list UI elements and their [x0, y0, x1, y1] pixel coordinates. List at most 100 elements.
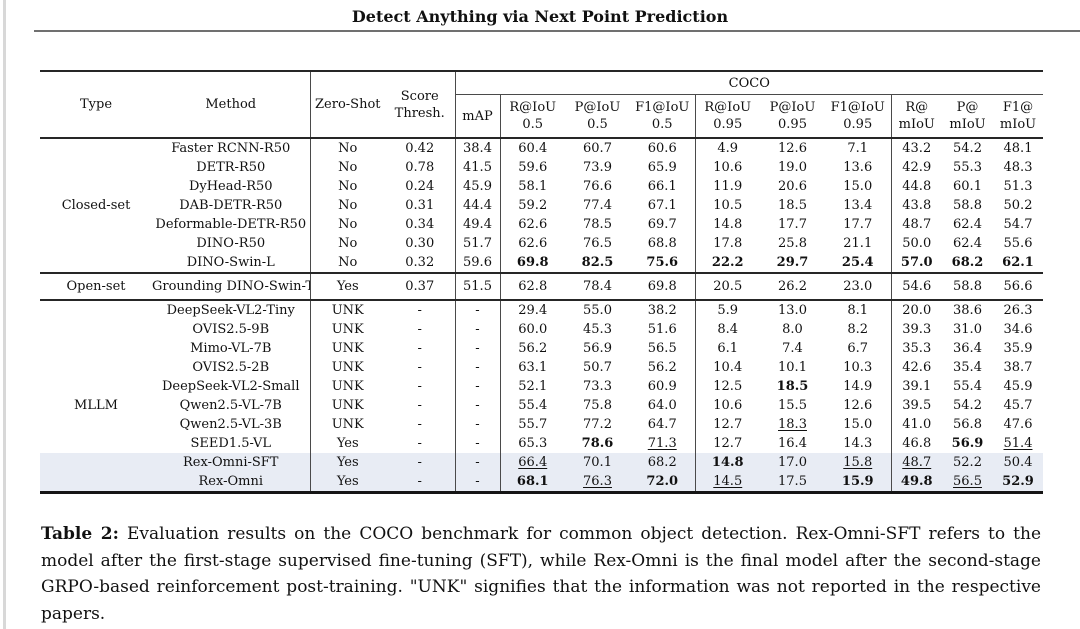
- score-thresh-cell: -: [385, 453, 455, 472]
- metric-cell: 54.2: [953, 398, 982, 413]
- metric-cell: 10.6: [694, 158, 760, 177]
- type-cell: [40, 339, 152, 358]
- map-cell: -: [454, 415, 500, 434]
- metric-cell: 15.5: [778, 398, 807, 413]
- map-cell: 44.4: [454, 196, 500, 215]
- score-thresh-cell: 0.24: [405, 179, 435, 194]
- caption-text: Evaluation results on the COCO benchmark…: [41, 524, 1042, 624]
- metric-cell: 50.0: [890, 234, 942, 253]
- map-cell: 38.4: [454, 138, 500, 158]
- metric-cell: 29.7: [776, 255, 809, 270]
- metric-cell: 66.4: [499, 453, 565, 472]
- table-row: DyHead-R50 No 0.24 45.9 58.1 76.6 66.1 11.9 20.6…: [40, 177, 1043, 196]
- method-cell: Qwen2.5-VL-7B: [179, 398, 282, 413]
- metric-cell: 71.3: [647, 436, 677, 451]
- method-cell: DeepSeek-VL2-Tiny: [152, 299, 310, 320]
- zero-shot-cell: No: [309, 138, 385, 158]
- method-cell: OVIS2.5-9B: [192, 322, 270, 337]
- method-cell: DINO-R50: [196, 236, 266, 251]
- zero-shot-cell: UNK: [309, 377, 385, 396]
- map-cell: 41.5: [454, 158, 500, 177]
- table-row: Qwen2.5-VL-3B UNK - -55.7 77.2 64.7 12.7 18.3 15…: [40, 415, 1043, 434]
- metric-cell: 7.4: [782, 341, 803, 356]
- results-table-wrap: Type Method Zero-Shot Score Thresh. COCO…: [40, 70, 1043, 494]
- metric-cell: 75.8: [583, 398, 612, 413]
- metric-cell: 56.5: [647, 341, 677, 356]
- metric-cell: 14.3: [843, 436, 873, 451]
- table-row: DINO-Swin-L No 0.32 59.6 69.8 82.5 75.6 22.2 29.…: [40, 253, 1043, 273]
- metric-cell: 43.2: [890, 138, 942, 158]
- metric-cell: 48.7: [890, 215, 942, 234]
- method-cell: Qwen2.5-VL-3B: [179, 417, 282, 432]
- metric-cell: 8.2: [847, 322, 869, 337]
- metric-cell: 44.8: [890, 177, 942, 196]
- method-cell: Deformable-DETR-R50: [155, 217, 307, 232]
- metric-cell: 55.6: [1003, 236, 1033, 251]
- header-metric-r-iou05: R@IoU 0.5: [499, 94, 565, 138]
- type-cell: [40, 472, 152, 493]
- metric-cell: 58.8: [942, 272, 993, 300]
- metric-cell: 62.4: [953, 236, 982, 251]
- metric-cell: 57.0: [890, 253, 942, 273]
- metric-cell: 56.8: [953, 417, 982, 432]
- method-cell: SEED1.5-VL: [190, 436, 271, 451]
- metric-cell: 14.5: [694, 472, 760, 493]
- metric-cell: 34.6: [1003, 322, 1033, 337]
- method-cell: Rex-Omni: [152, 472, 310, 493]
- type-cell: [40, 320, 152, 339]
- metric-cell: 73.3: [583, 379, 612, 394]
- metric-cell: 55.4: [499, 396, 565, 415]
- table-row: Rex-Omni-SFT Yes - -66.4 70.1 68.2 14.8 17.0 15.…: [40, 453, 1043, 472]
- metric-cell: 25.8: [778, 236, 807, 251]
- metric-cell: 12.6: [778, 141, 807, 156]
- table-row: DeepSeek-VL2-Small UNK - -52.1 73.3 60.9 12.5 1…: [40, 377, 1043, 396]
- metric-cell: 17.5: [760, 472, 825, 493]
- metric-cell: 67.1: [647, 198, 677, 213]
- type-cell: [40, 253, 152, 273]
- metric-cell: 10.3: [843, 360, 873, 375]
- metric-cell: 77.2: [583, 417, 612, 432]
- metric-cell: 13.0: [760, 299, 825, 320]
- metric-cell: 13.4: [843, 198, 873, 213]
- metric-cell: 46.8: [890, 434, 942, 453]
- metric-cell: 8.0: [782, 322, 803, 337]
- table-caption: Table 2: Evaluation results on the COCO …: [41, 521, 1041, 627]
- results-table: Type Method Zero-Shot Score Thresh. COCO…: [40, 70, 1043, 494]
- type-cell: [40, 453, 152, 472]
- running-title: Detect Anything via Next Point Predictio…: [351, 7, 729, 26]
- zero-shot-cell: No: [309, 234, 385, 253]
- metric-cell: 78.6: [581, 436, 614, 451]
- type-cell: [40, 234, 152, 253]
- header-metric-f1-iou05: F1@IoU 0.5: [635, 100, 690, 132]
- metric-cell: 75.6: [646, 255, 679, 270]
- metric-cell: 50.4: [993, 453, 1043, 472]
- header-type: Type: [79, 97, 113, 112]
- metric-cell: 13.6: [843, 160, 873, 175]
- map-cell: -: [454, 377, 500, 396]
- zero-shot-cell: No: [309, 158, 385, 177]
- metric-cell: 5.9: [694, 299, 760, 320]
- metric-cell: 8.4: [694, 320, 760, 339]
- metric-cell: 12.7: [694, 415, 760, 434]
- zero-shot-cell: UNK: [309, 320, 385, 339]
- metric-cell: 56.2: [499, 339, 565, 358]
- table-row: OVIS2.5-9B UNK - -60.0 45.3 51.6 8.4 8.0 8.2 39.3…: [40, 320, 1043, 339]
- method-cell: DAB-DETR-R50: [179, 198, 283, 213]
- metric-cell: 17.7: [778, 217, 807, 232]
- header-score-thresh: Score Thresh.: [394, 88, 445, 121]
- map-cell: -: [454, 472, 500, 493]
- score-thresh-cell: -: [417, 398, 422, 413]
- metric-cell: 12.5: [694, 377, 760, 396]
- metric-cell: 6.1: [694, 339, 760, 358]
- metric-cell: 52.1: [499, 377, 565, 396]
- metric-cell: 16.4: [778, 436, 807, 451]
- metric-cell: 26.2: [760, 272, 825, 300]
- header-coco: COCO: [454, 71, 1043, 95]
- table-row: Mimo-VL-7B UNK - -56.2 56.9 56.5 6.1 7.4 6.7 35.3…: [40, 339, 1043, 358]
- metric-cell: 19.0: [778, 160, 807, 175]
- metric-cell: 64.7: [647, 417, 677, 432]
- metric-cell: 6.7: [847, 341, 869, 356]
- table-row: Open-set Grounding DINO-Swin-T Yes 0.37 51.5…: [40, 272, 1043, 300]
- header-zero-shot: Zero-Shot: [309, 71, 385, 138]
- metric-cell: 29.4: [499, 299, 565, 320]
